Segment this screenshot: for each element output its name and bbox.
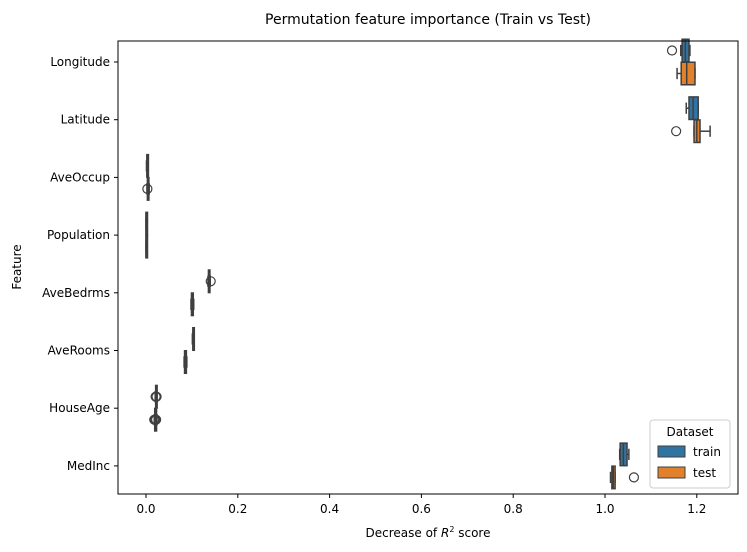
outlier-point [666, 45, 678, 56]
x-tick-label: 1.2 [687, 502, 706, 516]
chart-title: Permutation feature importance (Train vs… [265, 12, 591, 28]
box-test-latitude [671, 119, 711, 144]
x-axis: 0.0 0.2 0.4 0.6 0.8 1.0 1.2 [136, 494, 706, 516]
x-axis-label: Decrease of R2 score [366, 525, 491, 540]
outlier-point [628, 472, 640, 483]
outlier-point [150, 414, 162, 425]
box-test-aveoccup [142, 176, 153, 201]
outlier-point [151, 391, 162, 402]
legend-label-test: test [693, 466, 716, 480]
y-tick-label: Latitude [61, 113, 110, 127]
box-test-avebedrms [190, 292, 195, 317]
x-tick-label: 0.0 [136, 502, 155, 516]
x-axis-label-post: score [454, 526, 490, 540]
y-tick-label: AveBedrms [42, 286, 110, 300]
y-tick-label: Longitude [50, 55, 110, 69]
legend: Dataset train test [649, 419, 731, 489]
box-train-longitude [666, 38, 691, 63]
legend-swatch-test [657, 466, 686, 479]
x-tick-label: 1.0 [595, 502, 614, 516]
legend-swatch-train [657, 445, 686, 458]
outlier-point [142, 183, 153, 194]
box-iqr [680, 61, 696, 86]
plot-area [117, 38, 739, 495]
legend-label-train: train [693, 445, 721, 459]
box-train-medinc [618, 442, 630, 467]
y-axis: Longitude Latitude AveOccup Population AveBe… [42, 55, 118, 473]
x-axis-label-var: R [441, 526, 449, 540]
y-tick-label: MedInc [67, 459, 110, 473]
box-train-aveoccup [145, 153, 150, 178]
x-tick-label: 0.4 [320, 502, 339, 516]
legend-title: Dataset [667, 425, 714, 439]
y-axis-label: Feature [10, 244, 24, 289]
box-test-averooms [183, 349, 188, 375]
x-tick-label: 0.2 [228, 502, 247, 516]
box-train-houseage [150, 384, 162, 409]
box-test-population [145, 234, 149, 259]
y-tick-label: AveRooms [48, 344, 110, 358]
plot-frame [117, 40, 739, 495]
box-train-avebedrms [205, 269, 216, 294]
outlier-point [671, 126, 682, 137]
x-tick-label: 0.8 [504, 502, 523, 516]
box-test-houseage [149, 407, 162, 432]
outlier-point [205, 276, 216, 287]
box-test-longitude [676, 61, 696, 86]
box-train-latitude [685, 96, 699, 121]
x-tick-label: 0.6 [412, 502, 431, 516]
box-train-averooms [191, 326, 196, 352]
x-axis-label-sup: 2 [449, 525, 454, 534]
y-tick-label: AveOccup [50, 170, 110, 184]
box-train-population [145, 211, 149, 236]
box-test-medinc [609, 465, 640, 490]
y-tick-label: Population [47, 228, 110, 242]
x-axis-label-pre: Decrease of [366, 526, 441, 540]
y-tick-label: HouseAge [49, 401, 110, 415]
